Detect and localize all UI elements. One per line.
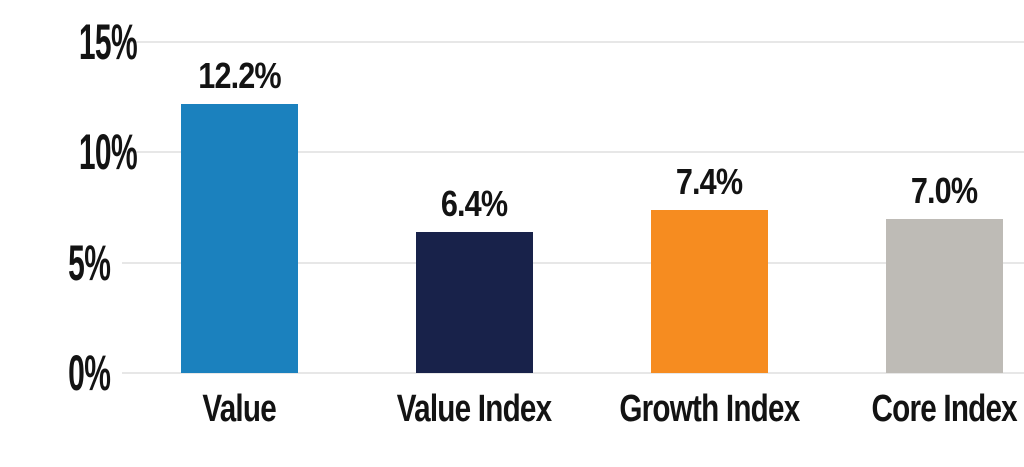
bar-value-label: 12.2%	[191, 57, 288, 95]
bar-value-text: 7.4%	[676, 161, 743, 202]
category-cell: Core Index	[827, 373, 1024, 451]
y-axis-tick-5pct: 5%	[40, 238, 111, 288]
bar-column-value: 12.2%	[122, 16, 357, 373]
bar-value-index	[416, 232, 533, 373]
x-axis-category-row: Value Value Index Growth Index Core Inde…	[122, 373, 1024, 451]
gridline-15pct	[122, 41, 1024, 43]
gridline-10pct	[122, 151, 1024, 154]
bar-value-text: 6.4%	[441, 183, 508, 224]
category-label-core-index: Core Index	[851, 388, 1024, 430]
bar-column-value-index: 6.4%	[357, 16, 592, 373]
y-axis-tick-15pct: 15%	[40, 17, 138, 67]
category-cell: Growth Index	[592, 373, 827, 451]
category-label-growth-index: Growth Index	[594, 388, 825, 430]
bar-growth-index	[651, 210, 768, 373]
y-axis-tick-text: 5%	[68, 234, 111, 291]
category-cell: Value Index	[357, 373, 592, 451]
category-label-text: Value Index	[397, 388, 552, 430]
category-label-value: Value	[192, 388, 286, 430]
y-axis-tick-text: 10%	[78, 124, 138, 181]
bar-value-text: 12.2%	[198, 55, 281, 96]
bar-column-growth-index: 7.4%	[592, 16, 827, 373]
gridline-5pct	[122, 261, 1024, 264]
bar-value-label: 6.4%	[435, 185, 513, 223]
bar-chart: 15% 10% 5% 0% 12.2% 6.4% 7.4% 7.0% Value…	[40, 16, 1024, 451]
bar-value-label: 7.0%	[905, 172, 983, 210]
category-label-text: Growth Index	[619, 388, 800, 430]
y-axis-tick-10pct: 10%	[40, 127, 138, 177]
bar-value-text: 7.0%	[911, 170, 978, 211]
bar-column-core-index: 7.0%	[827, 16, 1024, 373]
bar-value	[181, 104, 298, 373]
plot-area: 12.2% 6.4% 7.4% 7.0%	[122, 16, 1024, 373]
category-cell: Value	[122, 373, 357, 451]
bar-value-label: 7.4%	[670, 163, 748, 201]
y-axis-tick-text: 0%	[68, 345, 111, 401]
category-label-text: Core Index	[871, 388, 1018, 430]
category-label-value-index: Value Index	[375, 388, 573, 430]
bar-core-index	[886, 219, 1003, 373]
gridline-0pct-baseline	[122, 372, 1024, 374]
category-label-text: Value	[202, 388, 277, 430]
y-axis-tick-text: 15%	[78, 16, 138, 70]
y-axis-tick-0pct: 0%	[40, 348, 111, 398]
